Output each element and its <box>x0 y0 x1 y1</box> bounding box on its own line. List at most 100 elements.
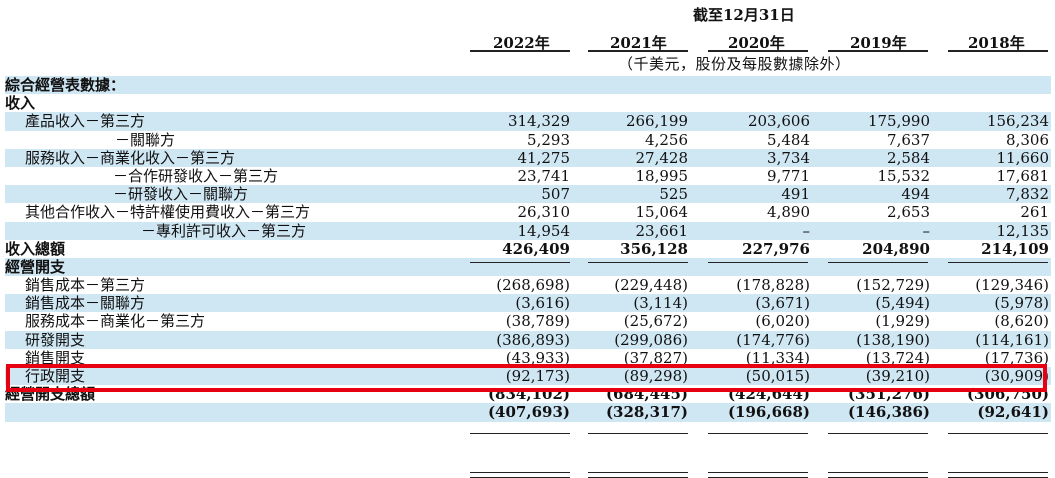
row-value: (407,693) <box>487 403 570 422</box>
row-value: (138,190) <box>856 330 930 349</box>
row-label: 銷售成本－關聯方 <box>25 294 146 313</box>
row-value: (43,933) <box>505 348 570 367</box>
row-value: (299,086) <box>614 330 688 349</box>
row-value: (152,729) <box>856 276 930 295</box>
row-value: 2,584 <box>887 148 930 167</box>
row-value: (196,668) <box>727 403 810 422</box>
row-value: (30,909) <box>984 367 1049 385</box>
row-value: (8,620) <box>994 312 1049 331</box>
table-row: 綜合經營表數據： <box>5 76 1051 95</box>
row-value: 204,890 <box>862 239 930 258</box>
row-value: (5,494) <box>875 294 930 313</box>
total-rule <box>470 262 570 263</box>
row-value: 14,954 <box>517 221 571 240</box>
row-value: (39,210) <box>865 367 930 385</box>
row-value: 23,661 <box>635 221 689 240</box>
table-row: －專利許可收入－第三方 14,954 23,661 – – 12,135 <box>5 221 1051 240</box>
row-label: 收入 <box>5 94 36 113</box>
row-value: 227,976 <box>742 239 810 258</box>
row-label: 產品收入－第三方 <box>25 112 146 131</box>
table-row: 其他合作收入－特許權使用費收入－第三方 26,310 15,064 4,890 2,65… <box>5 203 1051 221</box>
row-value: (146,386) <box>847 403 930 422</box>
row-value: – <box>922 221 931 240</box>
row-value: (89,298) <box>623 367 688 385</box>
row-value: (328,317) <box>605 403 688 422</box>
row-value: 214,109 <box>981 239 1049 258</box>
row-value: 356,128 <box>620 239 688 258</box>
table-row: 收入 <box>5 94 1051 112</box>
row-value: 426,409 <box>502 239 570 258</box>
row-value: (129,346) <box>975 276 1049 295</box>
row-value: 7,637 <box>887 130 930 149</box>
row-value: (37,827) <box>623 348 688 367</box>
row-value: 261 <box>1020 203 1049 222</box>
year-underline <box>588 50 688 52</box>
year-underline <box>828 50 928 52</box>
row-value: 9,771 <box>767 166 810 185</box>
row-value: 27,428 <box>635 148 689 167</box>
year-header-2018: 2018年 <box>968 34 1025 52</box>
total-rule <box>828 433 928 434</box>
row-label: 服務收入－商業化收入－第三方 <box>25 148 236 167</box>
row-value: 7,832 <box>1006 185 1049 204</box>
row-value: 15,532 <box>877 166 931 185</box>
table-row: 產品收入－第三方 314,329 266,199 203,606 175,990 156,… <box>5 112 1051 131</box>
row-label: 服務成本－商業化－第三方 <box>25 312 206 331</box>
total-rule <box>948 433 1048 434</box>
row-value: (17,736) <box>984 348 1049 367</box>
total-rule <box>828 262 928 263</box>
row-value: (11,334) <box>745 348 810 367</box>
row-value: 494 <box>901 185 930 204</box>
total-rule <box>588 433 688 434</box>
row-value: 4,890 <box>767 203 810 222</box>
row-value: 18,995 <box>635 166 689 185</box>
row-value: 15,064 <box>635 203 689 222</box>
row-value: 8,306 <box>1006 130 1049 149</box>
table-row: 銷售開支 (43,933) (37,827) (11,334) (13,724) (17,… <box>5 349 1051 367</box>
total-rule <box>948 262 1048 263</box>
row-label: －關聯方 <box>115 130 176 149</box>
table-row: 服務成本－商業化－第三方 (38,789) (25,672) (6,020) (1,92… <box>5 312 1051 330</box>
year-header-2021: 2021年 <box>610 34 667 52</box>
row-value: 2,653 <box>887 203 930 222</box>
row-value: (6,020) <box>755 312 810 331</box>
table-row: 行政開支 (92,173) (89,298) (50,015) (39,210) (30,… <box>5 367 1051 386</box>
row-value: (114,161) <box>975 330 1049 349</box>
row-value: (3,616) <box>515 294 570 313</box>
double-rule <box>828 472 928 478</box>
row-value: (3,671) <box>755 294 810 313</box>
row-value: (5,978) <box>994 294 1049 313</box>
row-label: 銷售成本－第三方 <box>25 276 146 295</box>
double-rule <box>708 472 808 478</box>
row-value: 26,310 <box>517 203 571 222</box>
row-value: 491 <box>781 185 810 204</box>
year-header-2022: 2022年 <box>493 34 550 52</box>
row-label: 經營開支 <box>5 257 66 276</box>
row-value: (3,114) <box>633 294 688 313</box>
row-label: 銷售開支 <box>25 348 86 367</box>
row-label: 研發開支 <box>25 330 86 349</box>
row-label: －研發收入－關聯方 <box>113 185 249 204</box>
table-row: 收入總額 426,409 356,128 227,976 204,890 214,109 <box>5 240 1051 258</box>
row-value: 4,256 <box>645 130 688 149</box>
row-value: (38,789) <box>505 312 570 331</box>
row-value: (1,929) <box>875 312 930 331</box>
table-row: －研發收入－關聯方 507 525 491 494 7,832 <box>5 185 1051 204</box>
row-label: －專利許可收入－第三方 <box>141 221 307 240</box>
row-value: (229,448) <box>614 276 688 295</box>
row-value: 3,734 <box>767 148 810 167</box>
row-value: 156,234 <box>986 112 1049 131</box>
row-value: 266,199 <box>625 112 688 131</box>
row-value: 203,606 <box>747 112 810 131</box>
highlight-box <box>6 364 1047 392</box>
year-header-2019: 2019年 <box>850 34 907 52</box>
row-label: 綜合經營表數據： <box>5 76 126 94</box>
table-row: 銷售成本－關聯方 (3,616) (3,114) (3,671) (5,494) (5,9… <box>5 294 1051 313</box>
double-rule <box>470 472 570 478</box>
row-value: (92,641) <box>977 403 1049 422</box>
table-row: (407,693) (328,317) (196,668) (146,386) (92,… <box>5 403 1051 422</box>
row-label: 行政開支 <box>25 367 86 385</box>
year-underline <box>708 50 808 52</box>
table-row: 銷售成本－第三方 (268,698) (229,448) (178,828) (152,… <box>5 276 1051 294</box>
row-value: (50,015) <box>745 367 810 385</box>
